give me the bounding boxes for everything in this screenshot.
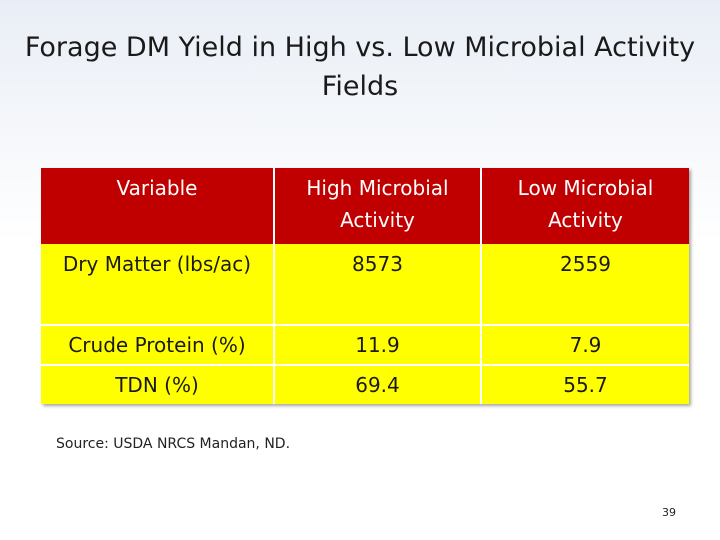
header-cell-low: Low Microbial Activity (481, 168, 689, 244)
table-row: Crude Protein (%) 11.9 7.9 (41, 324, 689, 365)
row-low-value: 55.7 (481, 364, 689, 404)
source-note: Source: USDA NRCS Mandan, ND. (56, 436, 291, 452)
header-cell-variable: Variable (41, 168, 275, 244)
data-table: Variable High Microbial Activity Low Mic… (41, 168, 689, 404)
row-low-value: 2559 (481, 244, 689, 325)
row-variable: Crude Protein (%) (41, 324, 275, 365)
page-number: 39 (662, 506, 676, 519)
table-row: Dry Matter (lbs/ac) 8573 2559 (41, 244, 689, 325)
row-low-value: 7.9 (481, 324, 689, 365)
row-high-value: 11.9 (274, 324, 482, 365)
slide-title: Forage DM Yield in High vs. Low Microbia… (24, 32, 696, 102)
table-header-row: Variable High Microbial Activity Low Mic… (41, 168, 689, 244)
header-cell-high: High Microbial Activity (274, 168, 482, 244)
row-variable: Dry Matter (lbs/ac) (41, 244, 275, 325)
row-variable: TDN (%) (41, 364, 275, 404)
row-high-value: 69.4 (274, 364, 482, 404)
table-row: TDN (%) 69.4 55.7 (41, 364, 689, 404)
row-high-value: 8573 (274, 244, 482, 325)
